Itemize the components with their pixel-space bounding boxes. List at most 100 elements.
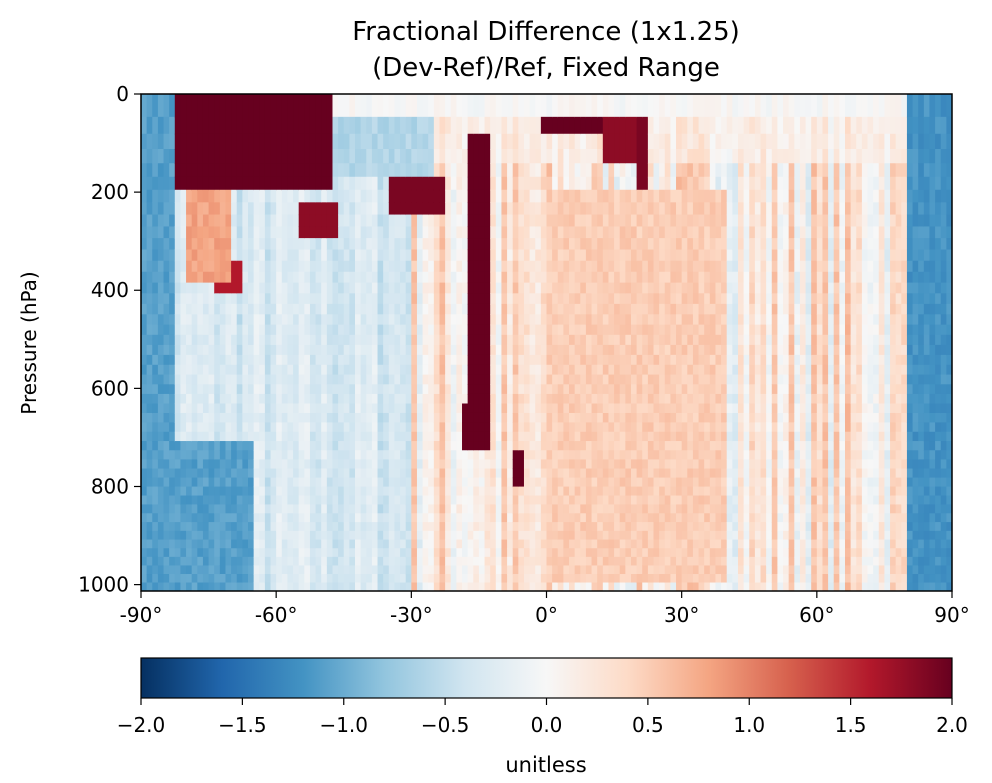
heatmap-cell xyxy=(591,163,598,178)
heatmap-cell xyxy=(737,189,745,203)
heatmap-cell xyxy=(141,450,148,461)
heatmap-cell xyxy=(208,214,215,228)
heatmap-cell xyxy=(304,374,311,385)
heatmap-cell xyxy=(563,282,570,294)
heatmap-cell xyxy=(202,189,210,203)
heatmap-cell xyxy=(169,324,176,336)
heatmap-cell xyxy=(259,214,266,228)
heatmap-cell xyxy=(321,214,328,228)
heatmap-cell xyxy=(585,450,593,461)
heatmap-cell xyxy=(360,238,367,251)
heatmap-cell xyxy=(518,238,525,251)
heatmap-cell xyxy=(462,94,469,118)
heatmap-cell xyxy=(180,94,187,118)
heatmap-cell xyxy=(428,441,435,451)
heatmap-cell xyxy=(676,116,683,135)
heatmap-cell xyxy=(563,364,570,376)
heatmap-cell xyxy=(231,282,238,294)
heatmap-cell xyxy=(219,431,227,442)
heatmap-cell xyxy=(326,202,334,216)
heatmap-cell xyxy=(366,238,373,251)
heatmap-cell xyxy=(433,441,441,451)
heatmap-cell xyxy=(225,530,232,541)
heatmap-cell xyxy=(439,384,446,395)
heatmap-cell xyxy=(326,163,334,178)
heatmap-cell xyxy=(416,468,424,479)
heatmap-cell xyxy=(462,565,469,575)
heatmap-cell xyxy=(281,374,289,385)
heatmap-cell xyxy=(219,189,227,203)
heatmap-cell xyxy=(321,412,328,423)
heatmap-cell xyxy=(309,364,317,376)
heatmap-cell xyxy=(602,459,610,470)
heatmap-cell xyxy=(630,477,638,488)
heatmap-cell xyxy=(304,189,311,203)
heatmap-cell xyxy=(692,344,700,356)
heatmap-cell xyxy=(343,582,350,591)
heatmap-cell xyxy=(467,530,474,541)
heatmap-cell xyxy=(456,116,463,135)
heatmap-cell xyxy=(512,422,519,433)
heatmap-cell xyxy=(360,364,367,376)
heatmap-cell xyxy=(580,293,587,305)
heatmap-cell xyxy=(231,271,238,284)
heatmap-cell xyxy=(507,556,514,567)
heatmap-cell xyxy=(574,495,581,506)
heatmap-cell xyxy=(321,314,328,326)
heatmap-cell xyxy=(614,249,621,262)
heatmap-cell xyxy=(259,149,266,164)
heatmap-cell xyxy=(169,477,176,488)
heatmap-cell xyxy=(495,582,503,591)
heatmap-cell xyxy=(495,214,503,228)
heatmap-cell xyxy=(355,163,362,178)
heatmap-cell xyxy=(338,260,345,273)
heatmap-cell xyxy=(225,149,232,164)
heatmap-cell xyxy=(625,214,632,228)
heatmap-cell xyxy=(259,94,266,118)
heatmap-cell xyxy=(546,539,553,549)
heatmap-cell xyxy=(388,226,396,239)
heatmap-cell xyxy=(253,116,260,135)
heatmap-cell xyxy=(225,314,232,326)
heatmap-cell xyxy=(259,303,266,315)
heatmap-cell xyxy=(315,393,322,405)
heatmap-cell xyxy=(388,495,396,506)
heatmap-cell xyxy=(681,344,688,356)
heatmap-cell xyxy=(259,324,266,336)
heatmap-cell xyxy=(174,303,182,315)
heatmap-cell xyxy=(670,504,677,514)
heatmap-cell xyxy=(276,364,283,376)
heatmap-cell xyxy=(726,403,733,414)
heatmap-cell xyxy=(726,176,733,191)
heatmap-cell xyxy=(332,324,339,336)
heatmap-cell xyxy=(670,303,677,315)
heatmap-cell xyxy=(152,189,159,203)
heatmap-cell xyxy=(259,393,266,405)
heatmap-cell xyxy=(580,574,587,584)
heatmap-cell xyxy=(507,422,514,433)
heatmap-cell xyxy=(467,450,474,461)
heatmap-cell xyxy=(518,431,525,442)
heatmap-cell xyxy=(659,324,666,336)
heatmap-cell xyxy=(383,293,390,305)
heatmap-cell xyxy=(647,354,655,366)
heatmap-cell xyxy=(208,565,215,575)
heatmap-cell xyxy=(343,202,350,216)
heatmap-cell xyxy=(259,412,266,423)
heatmap-cell xyxy=(214,314,221,326)
heatmap-cell xyxy=(355,238,362,251)
heatmap-cell xyxy=(253,495,260,506)
heatmap-cell xyxy=(467,214,474,228)
heatmap-cell xyxy=(709,477,717,488)
heatmap-cell xyxy=(174,468,182,479)
heatmap-cell xyxy=(529,163,536,178)
heatmap-cell xyxy=(416,565,424,575)
heatmap-cell xyxy=(157,582,165,591)
heatmap-cell xyxy=(355,176,362,191)
heatmap-cell xyxy=(721,530,728,541)
heatmap-cell xyxy=(552,176,559,191)
heatmap-cell xyxy=(197,393,204,405)
heatmap-cell xyxy=(501,334,508,346)
heatmap-cell xyxy=(169,495,176,506)
heatmap-cell xyxy=(563,522,570,532)
